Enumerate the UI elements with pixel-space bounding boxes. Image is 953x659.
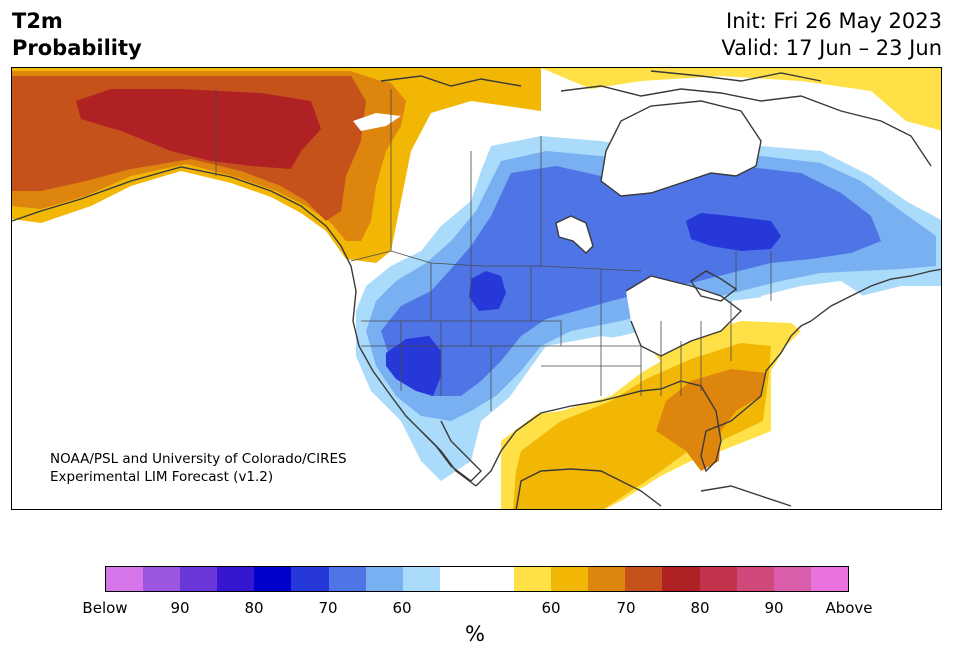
colorbar-swatch — [254, 567, 292, 591]
colorbar-swatch — [476, 567, 515, 591]
colorbar-tick-label: 70 — [318, 599, 338, 617]
colorbar-unit-label: % — [465, 622, 485, 646]
alaska-red-region — [76, 89, 321, 169]
colorbar-tick-label: Below — [82, 599, 128, 617]
west-coast-white — [12, 191, 469, 509]
valid-range: Valid: 17 Jun – 23 Jun — [721, 36, 942, 60]
colorbar-swatch — [625, 567, 663, 591]
colorbar-tick-label: 90 — [170, 599, 190, 617]
map-title: T2m Probability — [12, 8, 142, 62]
colorbar-swatch — [180, 567, 218, 591]
colorbar-tick-label: 60 — [392, 599, 412, 617]
colorbar-tick-label: 60 — [541, 599, 561, 617]
colorbar-tick-label: 70 — [616, 599, 636, 617]
credit-text: NOAA/PSL and University of Colorado/CIRE… — [50, 450, 347, 486]
central-white — [501, 336, 661, 416]
colorbar-tick-label: 90 — [764, 599, 784, 617]
southeast-orange-region — [656, 369, 766, 471]
colorbar-swatch — [328, 567, 366, 591]
colorbar-swatch — [773, 567, 811, 591]
colorbar-swatch — [588, 567, 626, 591]
cool-darkblue-southwest — [386, 336, 441, 396]
credit-line-1: NOAA/PSL and University of Colorado/CIRE… — [50, 451, 347, 467]
lake-white-1 — [556, 216, 593, 253]
probability-map-svg — [12, 68, 941, 509]
colorbar-tick-labels: Below 90 80 70 60 60 70 80 90 Above — [0, 599, 953, 619]
hudson-bay — [601, 101, 761, 196]
cool-darkblue-east — [686, 213, 781, 251]
forecast-map: NOAA/PSL and University of Colorado/CIRE… — [11, 67, 942, 510]
great-lakes-white — [626, 276, 741, 356]
colorbar-swatch — [699, 567, 737, 591]
colorbar-swatch — [514, 567, 552, 591]
variable-label: T2m — [12, 9, 63, 33]
colorbar-swatch — [810, 567, 848, 591]
colorbar-swatch — [365, 567, 403, 591]
arctic-warm-region — [541, 68, 941, 131]
northeast-white — [761, 281, 871, 323]
forecast-dates: Init: Fri 26 May 2023 Valid: 17 Jun – 23… — [721, 8, 942, 62]
init-date: Init: Fri 26 May 2023 — [726, 9, 942, 33]
political-borders — [215, 89, 772, 411]
colorbar-swatch — [291, 567, 329, 591]
lake-white-2 — [353, 113, 401, 131]
colorbar-tick-label: Above — [825, 599, 873, 617]
colorbar-swatch — [217, 567, 255, 591]
colorbar-swatch — [106, 567, 144, 591]
colorbar-tick-label: 80 — [690, 599, 710, 617]
probability-colorbar — [105, 566, 849, 592]
cool-darkblue-northplains — [469, 271, 506, 311]
colorbar-swatch — [551, 567, 589, 591]
colorbar-tick-label: 80 — [244, 599, 264, 617]
colorbar-swatch — [402, 567, 440, 591]
credit-line-2: Experimental LIM Forecast (v1.2) — [50, 469, 274, 485]
coastlines — [12, 70, 941, 509]
colorbar-swatch — [439, 567, 477, 591]
product-label: Probability — [12, 36, 142, 60]
colorbar-swatch — [143, 567, 181, 591]
colorbar-swatch — [662, 567, 700, 591]
colorbar-swatch — [736, 567, 774, 591]
